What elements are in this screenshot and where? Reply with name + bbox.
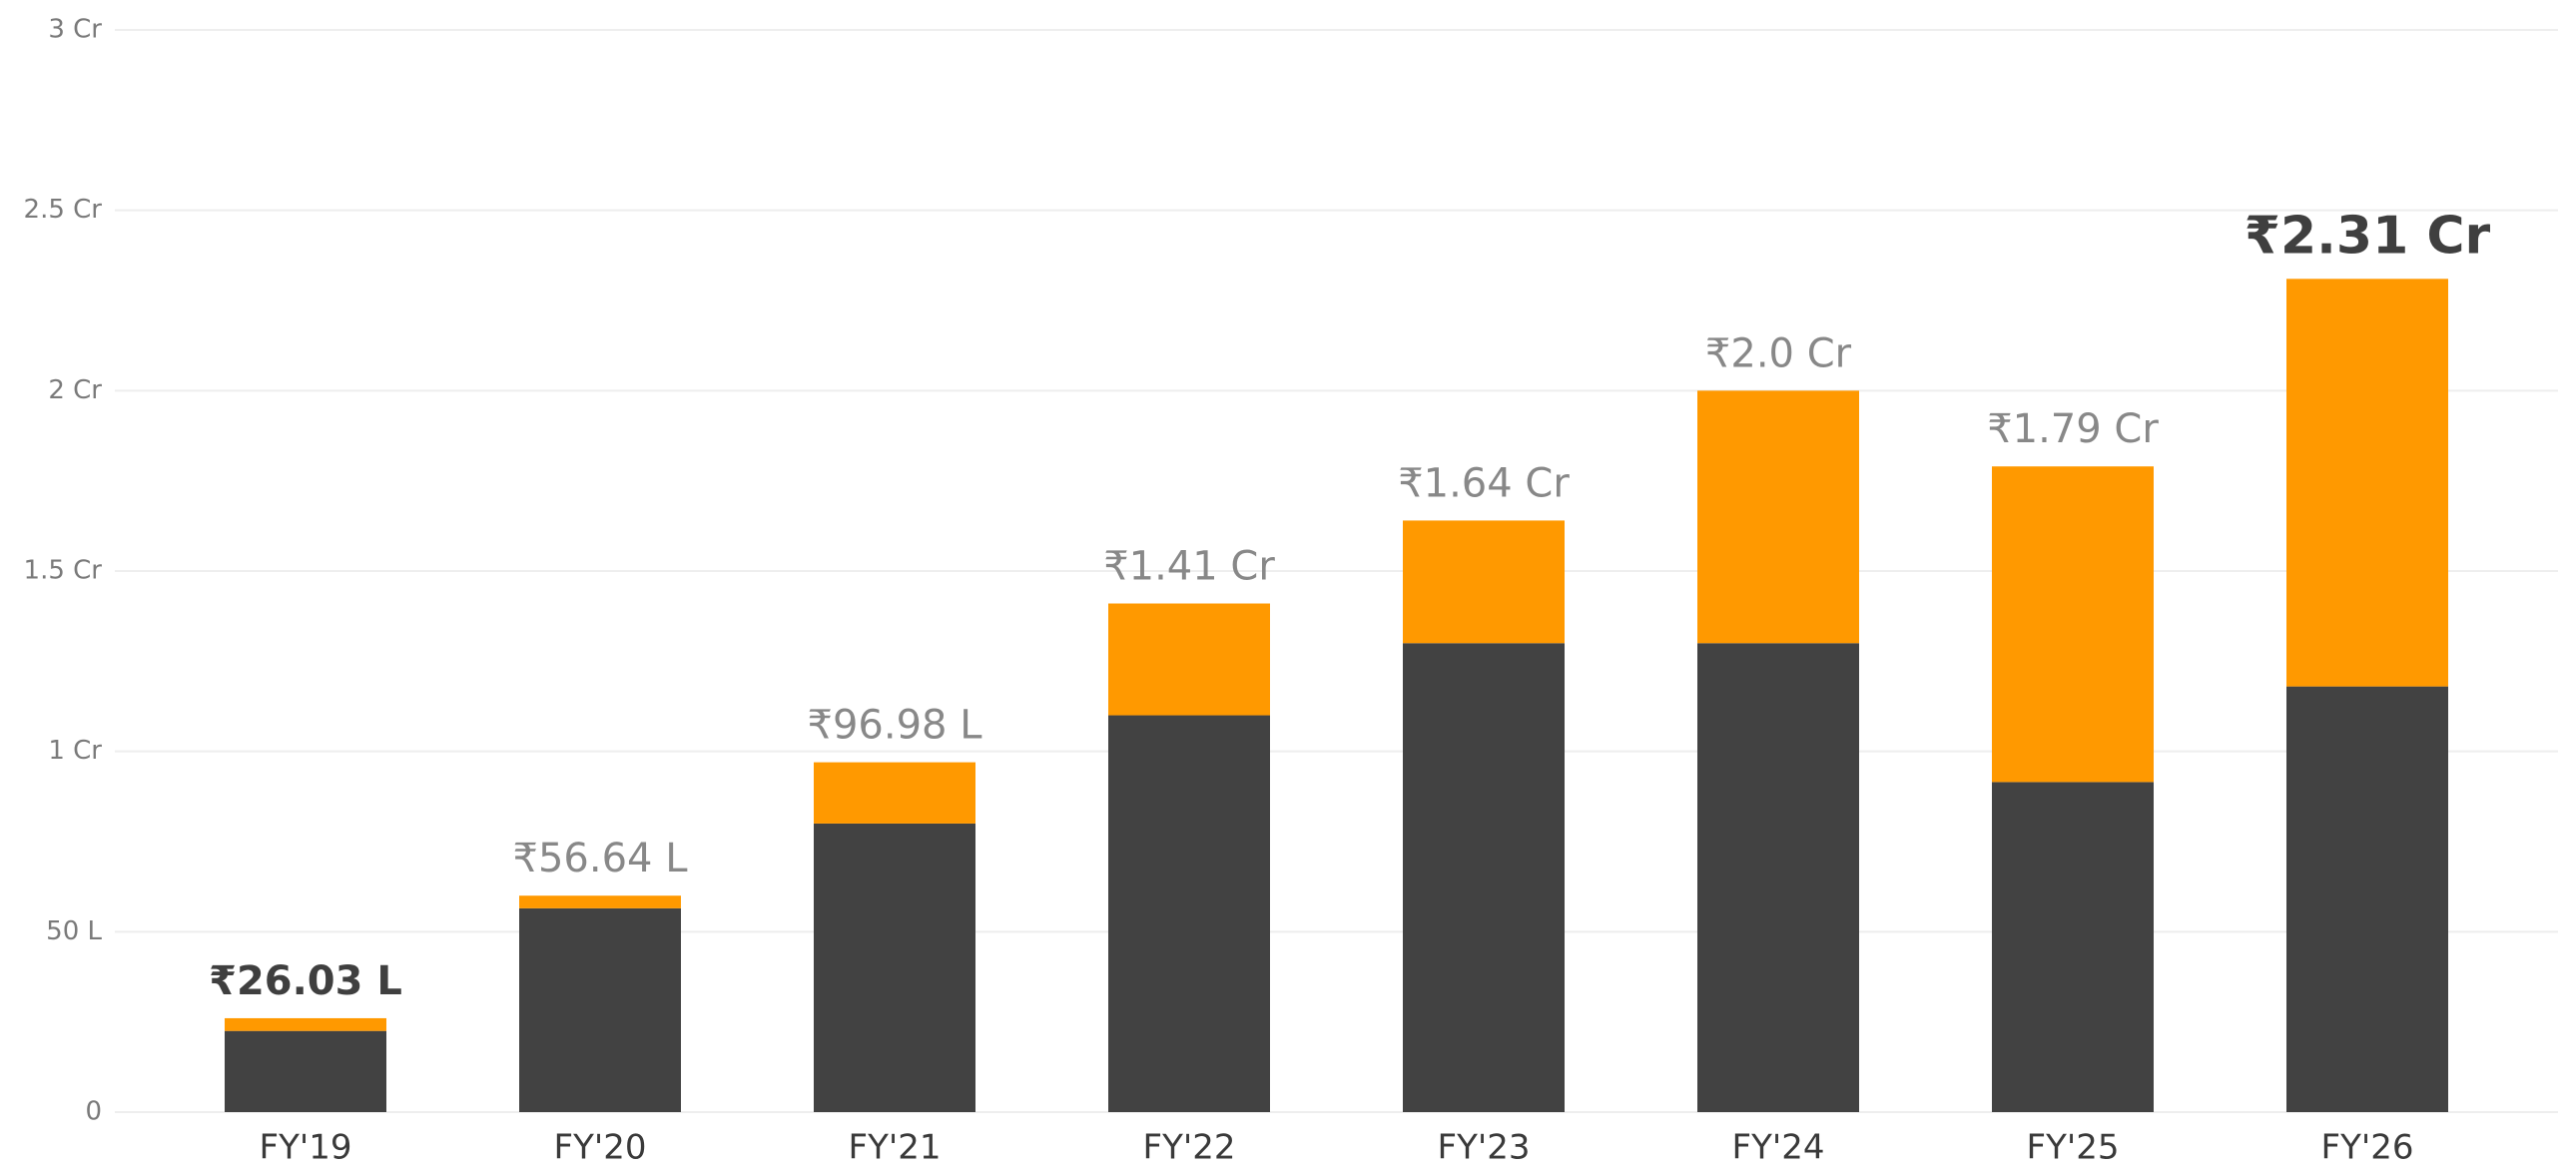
x-tick-label: FY'20	[554, 1128, 647, 1168]
y-tick-label: 1.5 Cr	[24, 556, 103, 586]
bar-segment-orange	[1403, 520, 1565, 644]
x-tick-label: FY'26	[2321, 1128, 2414, 1168]
bar-total-label: ₹96.98 L	[808, 703, 983, 749]
bar-total-label: ₹56.64 L	[513, 836, 689, 881]
bar-segment-orange	[519, 895, 681, 908]
bar-segment-dark	[2286, 686, 2448, 1112]
x-tick-label: FY'19	[260, 1128, 352, 1168]
bars	[225, 279, 2448, 1112]
bar-segment-orange	[1108, 603, 1270, 716]
y-tick-label: 0	[85, 1097, 102, 1127]
bar-segment-dark	[1403, 643, 1565, 1112]
y-tick-label: 2.5 Cr	[24, 195, 103, 225]
y-tick-label: 50 L	[46, 916, 102, 946]
bar-total-label: ₹26.03 L	[209, 958, 402, 1004]
y-tick-label: 2 Cr	[48, 375, 102, 405]
bar-segment-orange	[1697, 390, 1859, 644]
bar-segment-dark	[1697, 643, 1859, 1112]
x-tick-label: FY'24	[1732, 1128, 1825, 1168]
bar-segment-orange	[814, 762, 975, 824]
y-axis: 0 50 L 1 Cr 1.5 Cr 2 Cr 2.5 Cr 3 Cr	[24, 15, 103, 1127]
bar-segment-dark	[1108, 715, 1270, 1112]
bar-total-label: ₹1.79 Cr	[1987, 406, 2159, 452]
bar-segment-orange	[1992, 466, 2154, 783]
x-axis: FY'19 FY'20 FY'21 FY'22 FY'23 FY'24 FY'25 FY'26	[260, 1128, 2414, 1168]
bar-total-label: ₹2.0 Cr	[1705, 330, 1852, 376]
bar-segment-orange	[2286, 279, 2448, 687]
bar-total-label: ₹1.41 Cr	[1103, 544, 1275, 590]
bar-total-label: ₹2.31 Cr	[2245, 206, 2491, 266]
bar-total-labels: ₹26.03 L ₹56.64 L ₹96.98 L ₹1.41 Cr ₹1.64 Cr…	[209, 206, 2490, 1004]
y-tick-label: 3 Cr	[48, 15, 102, 45]
bar-segment-orange	[225, 1017, 386, 1031]
bar-segment-dark	[1992, 782, 2154, 1112]
grid-lines	[115, 29, 2558, 1113]
bar-segment-dark	[225, 1030, 386, 1112]
bar-segment-dark	[519, 907, 681, 1112]
x-tick-label: FY'21	[849, 1128, 942, 1168]
y-tick-label: 1 Cr	[48, 736, 102, 766]
bar-segment-dark	[814, 823, 975, 1112]
bar-total-label: ₹1.64 Cr	[1398, 460, 1570, 506]
x-tick-label: FY'25	[2027, 1128, 2120, 1168]
x-tick-label: FY'22	[1143, 1128, 1236, 1168]
x-tick-label: FY'23	[1438, 1128, 1531, 1168]
